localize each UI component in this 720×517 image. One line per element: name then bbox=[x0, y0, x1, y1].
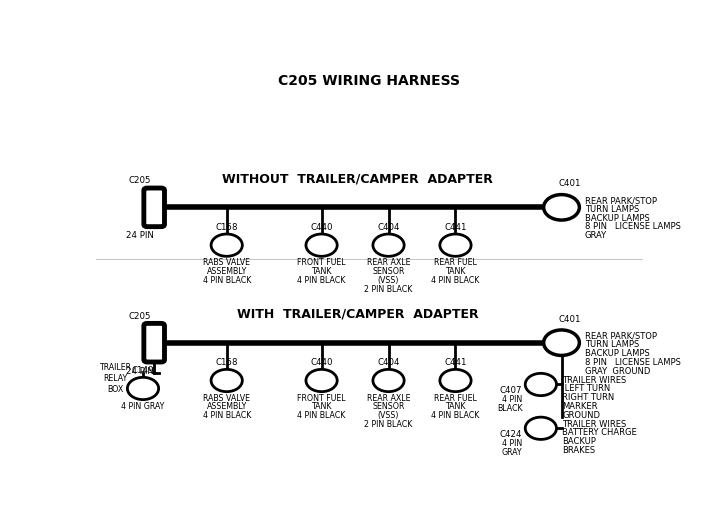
Text: C149: C149 bbox=[132, 367, 154, 375]
Text: C401: C401 bbox=[559, 314, 581, 324]
Text: 2 PIN BLACK: 2 PIN BLACK bbox=[364, 420, 413, 429]
Text: C205: C205 bbox=[129, 312, 151, 321]
Text: GRAY  GROUND: GRAY GROUND bbox=[585, 367, 650, 375]
Text: 2 PIN BLACK: 2 PIN BLACK bbox=[364, 284, 413, 294]
Text: 4 PIN BLACK: 4 PIN BLACK bbox=[297, 411, 346, 420]
Text: 4 PIN: 4 PIN bbox=[502, 439, 523, 448]
Text: 8 PIN   LICENSE LAMPS: 8 PIN LICENSE LAMPS bbox=[585, 358, 681, 367]
Text: BLACK: BLACK bbox=[497, 404, 523, 413]
Text: C205: C205 bbox=[129, 176, 151, 186]
Text: C158: C158 bbox=[215, 223, 238, 232]
Text: (VSS): (VSS) bbox=[378, 276, 399, 285]
Text: C205 WIRING HARNESS: C205 WIRING HARNESS bbox=[278, 74, 460, 88]
Text: REAR FUEL: REAR FUEL bbox=[434, 393, 477, 403]
Text: TURN LAMPS: TURN LAMPS bbox=[585, 205, 639, 214]
Circle shape bbox=[373, 234, 404, 256]
Text: TRAILER WIRES: TRAILER WIRES bbox=[562, 376, 626, 385]
Text: 4 PIN BLACK: 4 PIN BLACK bbox=[297, 276, 346, 285]
Text: C441: C441 bbox=[444, 358, 467, 368]
Text: BACKUP LAMPS: BACKUP LAMPS bbox=[585, 349, 649, 358]
Text: 4 PIN BLACK: 4 PIN BLACK bbox=[431, 411, 480, 420]
Text: 4 PIN: 4 PIN bbox=[502, 395, 523, 404]
Text: TRAILER
RELAY
BOX: TRAILER RELAY BOX bbox=[99, 362, 131, 394]
Text: 8 PIN   LICENSE LAMPS: 8 PIN LICENSE LAMPS bbox=[585, 222, 681, 232]
Text: 24 PIN: 24 PIN bbox=[126, 367, 154, 375]
Text: TANK: TANK bbox=[311, 402, 332, 412]
Text: FRONT FUEL: FRONT FUEL bbox=[297, 258, 346, 267]
Text: C440: C440 bbox=[310, 358, 333, 368]
Circle shape bbox=[440, 369, 471, 392]
Text: REAR PARK/STOP: REAR PARK/STOP bbox=[585, 331, 657, 341]
Circle shape bbox=[306, 369, 337, 392]
Text: REAR PARK/STOP: REAR PARK/STOP bbox=[585, 196, 657, 205]
Text: SENSOR: SENSOR bbox=[372, 402, 405, 412]
FancyBboxPatch shape bbox=[144, 188, 164, 226]
Text: C440: C440 bbox=[310, 223, 333, 232]
Text: C441: C441 bbox=[444, 223, 467, 232]
Text: GRAY: GRAY bbox=[585, 231, 607, 240]
FancyBboxPatch shape bbox=[144, 324, 164, 362]
Circle shape bbox=[526, 373, 557, 396]
Text: 4 PIN BLACK: 4 PIN BLACK bbox=[202, 276, 251, 285]
Text: TANK: TANK bbox=[445, 402, 466, 412]
Text: (VSS): (VSS) bbox=[378, 411, 399, 420]
Text: ASSEMBLY: ASSEMBLY bbox=[207, 267, 247, 276]
Circle shape bbox=[306, 234, 337, 256]
Text: BACKUP: BACKUP bbox=[562, 437, 596, 446]
Circle shape bbox=[211, 234, 243, 256]
Text: TANK: TANK bbox=[445, 267, 466, 276]
Text: ASSEMBLY: ASSEMBLY bbox=[207, 402, 247, 412]
Text: BATTERY CHARGE: BATTERY CHARGE bbox=[562, 428, 636, 437]
Circle shape bbox=[373, 369, 404, 392]
Text: C158: C158 bbox=[215, 358, 238, 368]
Text: RABS VALVE: RABS VALVE bbox=[203, 393, 251, 403]
Text: LEFT TURN: LEFT TURN bbox=[562, 385, 611, 393]
Text: TANK: TANK bbox=[311, 267, 332, 276]
Text: 24 PIN: 24 PIN bbox=[126, 231, 154, 240]
Text: RABS VALVE: RABS VALVE bbox=[203, 258, 251, 267]
Text: C404: C404 bbox=[377, 223, 400, 232]
Text: BACKUP LAMPS: BACKUP LAMPS bbox=[585, 214, 649, 223]
Text: RIGHT TURN: RIGHT TURN bbox=[562, 393, 614, 402]
Circle shape bbox=[544, 194, 580, 220]
Text: C424: C424 bbox=[500, 430, 523, 439]
Text: FRONT FUEL: FRONT FUEL bbox=[297, 393, 346, 403]
Text: REAR AXLE: REAR AXLE bbox=[366, 393, 410, 403]
Circle shape bbox=[127, 377, 158, 400]
Text: WITHOUT  TRAILER/CAMPER  ADAPTER: WITHOUT TRAILER/CAMPER ADAPTER bbox=[222, 173, 493, 186]
Text: C401: C401 bbox=[559, 179, 581, 188]
Text: 4 PIN GRAY: 4 PIN GRAY bbox=[122, 402, 165, 410]
Text: GRAY: GRAY bbox=[502, 448, 523, 457]
Text: SENSOR: SENSOR bbox=[372, 267, 405, 276]
Text: 4 PIN BLACK: 4 PIN BLACK bbox=[202, 411, 251, 420]
Text: C404: C404 bbox=[377, 358, 400, 368]
Circle shape bbox=[544, 330, 580, 355]
Text: REAR AXLE: REAR AXLE bbox=[366, 258, 410, 267]
Text: REAR FUEL: REAR FUEL bbox=[434, 258, 477, 267]
Circle shape bbox=[440, 234, 471, 256]
Circle shape bbox=[526, 417, 557, 439]
Text: TURN LAMPS: TURN LAMPS bbox=[585, 340, 639, 349]
Text: TRAILER WIRES: TRAILER WIRES bbox=[562, 419, 626, 429]
Circle shape bbox=[211, 369, 243, 392]
Text: WITH  TRAILER/CAMPER  ADAPTER: WITH TRAILER/CAMPER ADAPTER bbox=[237, 308, 479, 321]
Text: BRAKES: BRAKES bbox=[562, 446, 595, 455]
Text: MARKER: MARKER bbox=[562, 402, 598, 411]
Text: GROUND: GROUND bbox=[562, 411, 600, 420]
Text: C407: C407 bbox=[500, 387, 523, 396]
Text: 4 PIN BLACK: 4 PIN BLACK bbox=[431, 276, 480, 285]
